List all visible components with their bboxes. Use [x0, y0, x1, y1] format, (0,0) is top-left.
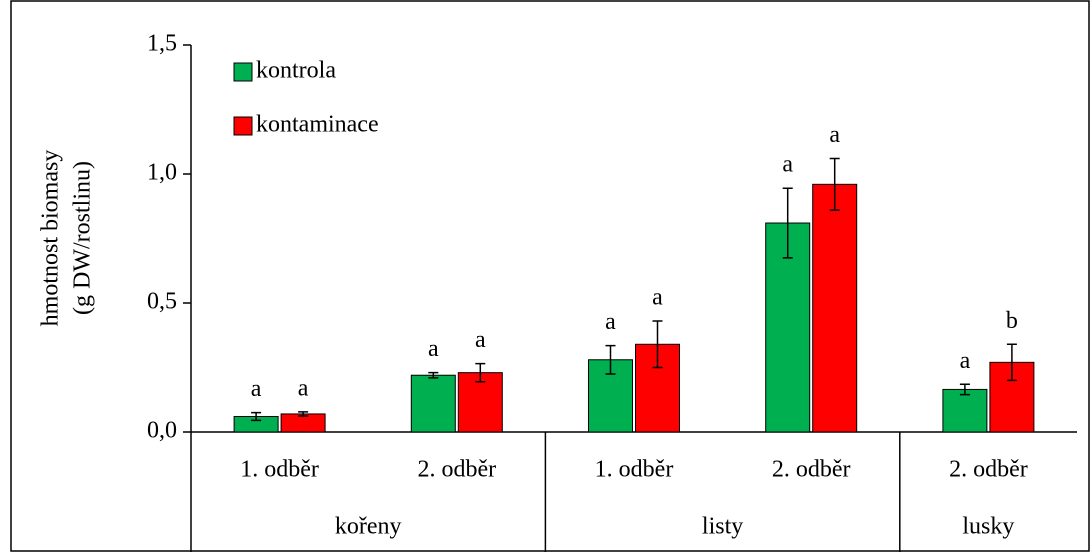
annotation: a — [475, 327, 486, 353]
annotation: b — [1006, 308, 1018, 334]
x-tick-label: 1. odběr — [595, 457, 674, 483]
error-bar — [652, 320, 663, 369]
error-bar — [475, 362, 486, 383]
x-tick-label: 2. odběr — [417, 457, 496, 483]
group-label: listy — [702, 514, 743, 540]
error-bar — [298, 411, 309, 417]
annotation: a — [829, 122, 840, 148]
error-bar — [605, 344, 616, 375]
annotation: a — [428, 336, 439, 362]
error-bar — [251, 411, 262, 422]
group-label: kořeny — [335, 514, 402, 540]
x-tick-label: 2. odběr — [772, 457, 851, 483]
legend-label: kontrola — [256, 58, 336, 84]
y-tick-label: 0,0 — [147, 418, 177, 444]
bar — [942, 388, 988, 433]
error-bar — [1006, 343, 1017, 382]
y-tick-label: 1,0 — [147, 160, 177, 186]
y-axis-label: hmotnost biomasy — [38, 150, 64, 327]
annotation: a — [251, 376, 262, 402]
frame — [10, 0, 1090, 552]
annotation: a — [960, 348, 971, 374]
annotation: a — [782, 152, 793, 178]
error-bar — [829, 157, 840, 211]
error-bar — [959, 383, 970, 396]
group-label: lusky — [962, 514, 1014, 540]
y-axis-label: (g DW/rostlinu) — [70, 161, 96, 315]
annotation: a — [298, 375, 309, 401]
y-tick-label: 0,5 — [147, 289, 177, 315]
legend-swatch — [233, 116, 253, 136]
bar — [812, 183, 858, 433]
x-tick-label: 2. odběr — [949, 457, 1028, 483]
bar — [410, 374, 456, 433]
legend-swatch — [233, 62, 253, 82]
legend-label: kontaminace — [256, 112, 379, 138]
error-bar — [782, 187, 793, 259]
annotation: a — [605, 309, 616, 335]
y-tick-label: 1,5 — [147, 31, 177, 57]
annotation: a — [652, 285, 663, 311]
x-tick-label: 1. odběr — [240, 457, 319, 483]
error-bar — [428, 371, 439, 379]
